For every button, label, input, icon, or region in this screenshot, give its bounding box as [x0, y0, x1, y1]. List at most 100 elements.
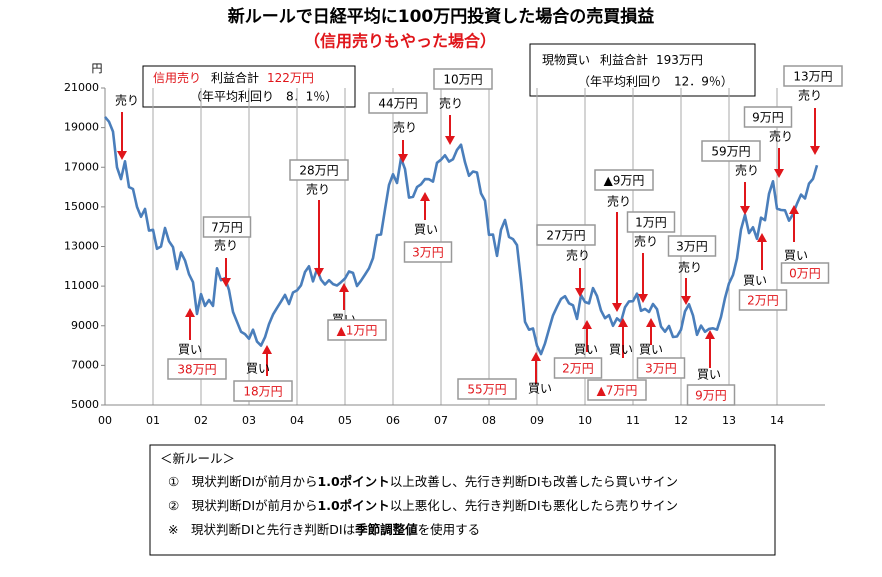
profit-label: 2万円 — [562, 362, 594, 376]
note-line: ※ 現状判断DIと先行き判断DIは季節調整値を使用する — [168, 522, 480, 537]
signal-label: 売り — [214, 238, 238, 253]
spot-summary: 現物買い 利益合計 193万円 — [542, 52, 703, 67]
profit-label: 0万円 — [789, 267, 821, 281]
profit-box — [594, 169, 654, 191]
signal-label: 買い — [784, 249, 808, 263]
profit-label: ▲7万円 — [597, 384, 638, 398]
signal-label: 買い — [697, 368, 721, 382]
signal-label: 売り — [607, 194, 631, 209]
note-segment: 1.0ポイント — [318, 474, 390, 489]
signal-label: 売り — [393, 120, 417, 135]
x-tick-label: 00 — [98, 414, 112, 427]
note-line: ① 現状判断DIが前月から1.0ポイント以上改善し、先行き判断DIも改善したら買… — [168, 474, 678, 489]
signal-label: 買い — [609, 343, 633, 357]
arrow-head — [705, 330, 715, 339]
signal-label: 売り — [735, 163, 759, 178]
signal-label: 売り — [115, 93, 139, 108]
y-tick-label: 17000 — [64, 160, 99, 173]
signal-label: 売り — [769, 129, 793, 144]
profit-label: 59万円 — [711, 145, 750, 159]
credit-total-label: 利益合計 — [211, 70, 259, 85]
credit-summary: 信用売り 利益合計 122万円 — [153, 70, 314, 85]
profit-box — [536, 224, 596, 246]
profit-box — [403, 241, 453, 263]
x-tick-label: 07 — [434, 414, 448, 427]
x-tick-label: 12 — [674, 414, 688, 427]
x-tick-label: 05 — [338, 414, 352, 427]
profit-box — [368, 92, 428, 114]
chart-subtitle: （信用売りもやった場合） — [304, 32, 496, 51]
note-segment: ① 現状判断DIが前月から — [168, 474, 318, 489]
profit-box — [743, 106, 793, 128]
x-tick-label: 11 — [626, 414, 640, 427]
profit-label: 3万円 — [676, 240, 708, 254]
profit-box — [289, 159, 349, 181]
profit-box — [783, 65, 843, 87]
profit-label: 27万円 — [546, 229, 585, 243]
signal-label: 売り — [634, 234, 658, 249]
arrow-head — [445, 136, 455, 145]
note-line: ② 現状判断DIが前月から1.0ポイント以上悪化し、先行き判断DIも悪化したら売… — [168, 498, 678, 513]
signal-label: 買い — [639, 343, 663, 357]
profit-box — [667, 235, 717, 257]
signal-label: 売り — [439, 96, 463, 111]
x-tick-label: 04 — [290, 414, 304, 427]
y-unit: 円 — [92, 62, 103, 75]
chart-title: 新ルールで日経平均に100万円投資した場合の売買損益 — [228, 6, 655, 27]
profit-box — [636, 357, 686, 379]
profit-box — [701, 140, 761, 162]
profit-box — [780, 262, 830, 284]
arrow-head — [681, 296, 691, 305]
arrow-head — [339, 283, 349, 292]
x-tick-label: 14 — [770, 414, 784, 427]
profit-label: 1万円 — [635, 216, 667, 230]
x-tick-label: 13 — [722, 414, 736, 427]
arrow-head — [740, 206, 750, 215]
arrow-head — [398, 154, 408, 163]
profit-label: 55万円 — [467, 383, 506, 397]
arrow-head — [618, 318, 628, 327]
profit-label: 18万円 — [243, 385, 282, 399]
note-segment: ※ 現状判断DIと先行き判断DIは — [168, 522, 355, 537]
arrow-head — [531, 352, 541, 361]
y-tick-label: 19000 — [64, 121, 99, 134]
y-tick-label: 7000 — [71, 358, 99, 371]
profit-label: 7万円 — [211, 221, 243, 235]
arrow-head — [810, 146, 820, 155]
signal-label: 買い — [574, 343, 598, 357]
y-tick-label: 11000 — [64, 279, 99, 292]
notes-box — [149, 444, 776, 556]
note-segment: ＜新ルール＞ — [160, 451, 235, 466]
signal-label: 売り — [798, 88, 822, 103]
profit-box — [202, 216, 252, 238]
spot-total-label: 利益合計 — [600, 52, 648, 67]
x-tick-label: 02 — [194, 414, 208, 427]
signal-label: 売り — [306, 182, 330, 197]
credit-yield: （年平均利回り 8．1％） — [190, 90, 337, 104]
profit-label: 10万円 — [443, 73, 482, 87]
profit-box — [327, 319, 387, 341]
x-tick-label: 08 — [482, 414, 496, 427]
arrow-head — [646, 318, 656, 327]
profit-box — [167, 358, 227, 380]
signal-label: 買い — [528, 382, 552, 396]
profit-label: ▲1万円 — [337, 324, 378, 338]
arrow-head — [262, 345, 272, 354]
x-tick-label: 01 — [146, 414, 160, 427]
y-tick-label: 15000 — [64, 200, 99, 213]
note-segment: 以上悪化し、先行き判断DIも悪化したら売りサイン — [390, 498, 678, 513]
arrow-head — [314, 268, 324, 277]
signal-label: 買い — [246, 362, 270, 376]
spot-label: 現物買い — [542, 53, 590, 67]
profit-label: 2万円 — [747, 294, 779, 308]
note-segment: 1.0ポイント — [318, 498, 390, 513]
arrow-head — [757, 233, 767, 242]
credit-total: 122万円 — [267, 71, 314, 85]
signal-label: 売り — [566, 248, 590, 263]
note-segment: を使用する — [418, 522, 481, 537]
arrow-head — [117, 151, 127, 160]
y-tick-label: 5000 — [71, 398, 99, 411]
profit-label: 9万円 — [695, 389, 727, 403]
signal-label: 買い — [743, 274, 767, 288]
